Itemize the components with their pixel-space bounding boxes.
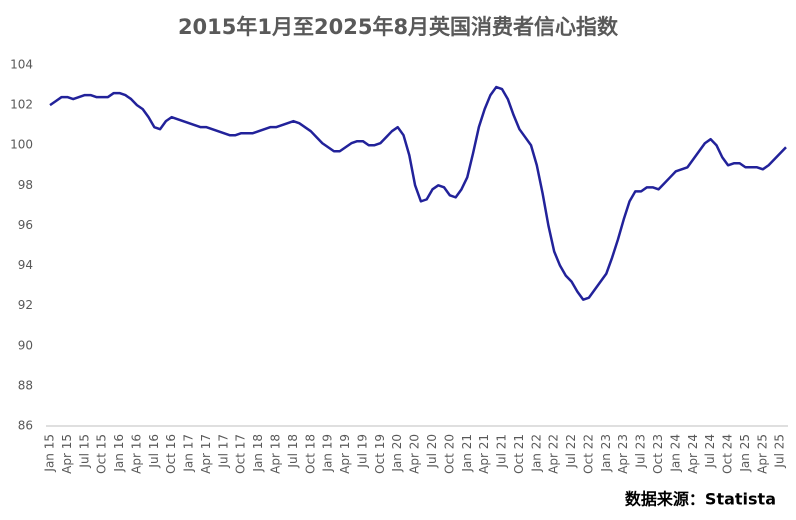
x-tick-label: Oct 23 (651, 434, 665, 474)
x-tick-label: Oct 16 (164, 434, 178, 474)
x-tick-label: Oct 24 (721, 434, 735, 474)
y-tick-label: 100 (10, 138, 33, 152)
y-tick-label: 104 (10, 58, 33, 72)
x-tick-label: Oct 19 (373, 434, 387, 474)
x-tick-label: Apr 20 (408, 434, 422, 474)
x-tick-label: Jan 25 (738, 434, 752, 473)
x-tick-label: Jan 22 (529, 434, 543, 473)
x-tick-label: Jan 16 (112, 434, 126, 473)
x-tick-label: Jul 25 (773, 434, 787, 469)
x-tick-label: Jan 19 (321, 434, 335, 473)
x-tick-label: Jul 21 (495, 434, 509, 469)
x-tick-label: Jan 21 (460, 434, 474, 473)
x-tick-label: Oct 17 (234, 434, 248, 474)
x-tick-label: Apr 24 (686, 434, 700, 474)
x-tick-label: Apr 17 (199, 434, 213, 474)
x-tick-label: Jan 18 (251, 434, 265, 473)
y-tick-label: 92 (18, 298, 33, 312)
y-tick-label: 98 (18, 178, 33, 192)
y-tick-label: 86 (18, 419, 33, 433)
x-tick-label: Apr 25 (755, 434, 769, 474)
x-tick-label: Apr 19 (338, 434, 352, 474)
x-tick-label: Jan 17 (182, 434, 196, 473)
x-tick-label: Oct 15 (95, 434, 109, 474)
x-tick-label: Jul 15 (77, 434, 91, 469)
line (49, 85, 787, 301)
x-tick-label: Jul 19 (355, 434, 369, 469)
x-tick-label: Jul 22 (564, 434, 578, 469)
y-tick-label: 94 (18, 258, 33, 272)
x-tick-label: Jul 16 (147, 434, 161, 469)
x-tick-label: Jan 23 (599, 434, 613, 473)
y-tick-label: 90 (18, 338, 33, 352)
x-tick-label: Apr 22 (547, 434, 561, 474)
x-tick-label: Apr 23 (616, 434, 630, 474)
x-tick-label: Jul 18 (286, 434, 300, 469)
x-tick-label: Jul 20 (425, 434, 439, 469)
x-tick-label: Jul 24 (703, 434, 717, 469)
source: 数据来源：Statista (625, 490, 776, 509)
x-tick-label: Oct 21 (512, 434, 526, 474)
chart-title: 2015年1月至2025年8月英国消费者信心指数 (178, 15, 619, 39)
x-tick-label: Oct 18 (303, 434, 317, 474)
x-tick-label: Oct 22 (581, 434, 595, 474)
x-tick-label: Oct 20 (442, 434, 456, 474)
x-tick-label: Jan 15 (43, 434, 57, 473)
x-tick-label: Apr 18 (269, 434, 283, 474)
x-tick-label: Jul 17 (216, 434, 230, 469)
x-tick-label: Jan 20 (390, 434, 404, 473)
y-tick-label: 88 (18, 378, 33, 392)
x-tick-label: Jul 23 (634, 434, 648, 469)
x-tick-label: Apr 21 (477, 434, 491, 474)
x-tick-label: Jan 24 (668, 434, 682, 473)
y-tick-label: 96 (18, 218, 33, 232)
x-tick-label: Apr 15 (60, 434, 74, 474)
y-tick-label: 102 (10, 98, 33, 112)
x-tick-label: Apr 16 (129, 434, 143, 474)
